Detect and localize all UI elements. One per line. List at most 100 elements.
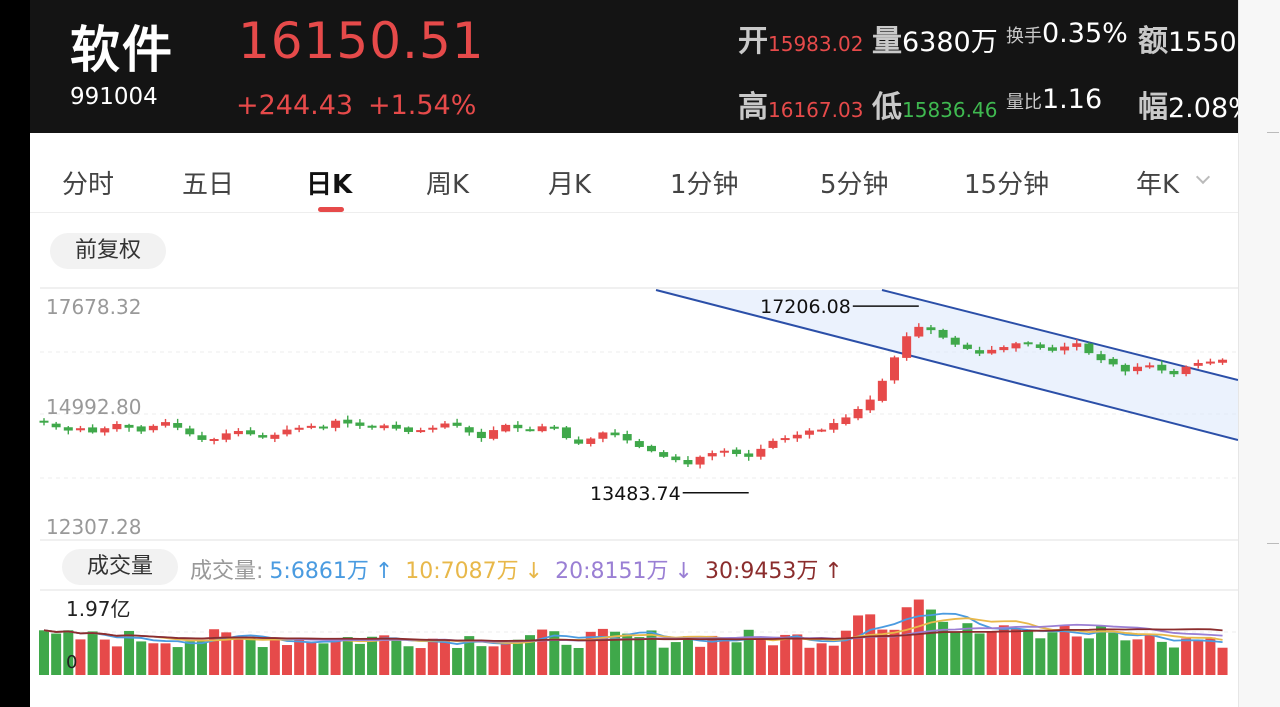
candle bbox=[148, 425, 158, 431]
volume-bar bbox=[1059, 625, 1070, 675]
candle bbox=[355, 422, 365, 426]
candle bbox=[1047, 347, 1057, 351]
candle bbox=[537, 426, 547, 432]
candle bbox=[246, 430, 256, 435]
volume-indicator-toggle[interactable]: 成交量 bbox=[62, 549, 178, 585]
volume-bar bbox=[573, 647, 584, 675]
volume-bar bbox=[549, 631, 560, 675]
tab-weekly-k[interactable]: 周K bbox=[426, 170, 470, 200]
candle bbox=[88, 427, 98, 433]
volume-ma-lines bbox=[43, 612, 1223, 645]
volume-label: 量 bbox=[872, 24, 902, 59]
min-annotation: 13483.74 bbox=[590, 483, 681, 505]
edge-mark bbox=[1267, 132, 1279, 133]
vol-ratio-value: 1.16 bbox=[1042, 84, 1103, 115]
candle bbox=[525, 429, 535, 432]
volume-bar bbox=[282, 645, 292, 675]
candle bbox=[318, 426, 328, 429]
candle bbox=[233, 431, 243, 435]
candle bbox=[63, 427, 73, 431]
candle bbox=[962, 344, 972, 349]
active-tab-indicator bbox=[318, 207, 344, 212]
volume-bar bbox=[755, 636, 766, 675]
candle bbox=[902, 336, 912, 358]
tab-1min[interactable]: 1分钟 bbox=[670, 170, 739, 200]
price-change-pct: +1.54% bbox=[368, 90, 477, 121]
volume-bar bbox=[1181, 638, 1192, 675]
vol-ratio-label: 量比 bbox=[1006, 92, 1042, 113]
high-label: 高 bbox=[738, 90, 768, 125]
volume-bar bbox=[184, 641, 195, 675]
candle bbox=[306, 425, 316, 428]
volume-bar bbox=[719, 640, 730, 675]
volume-bar bbox=[75, 639, 86, 675]
volume-bar bbox=[148, 643, 159, 675]
candle bbox=[416, 430, 426, 433]
last-price: 16150.51 bbox=[238, 12, 485, 70]
candle bbox=[732, 449, 742, 455]
tab-intraday[interactable]: 分时 bbox=[62, 170, 115, 200]
volume-bar bbox=[1083, 638, 1094, 675]
volume-value: 6380万 bbox=[902, 27, 998, 58]
volume-bar bbox=[865, 614, 876, 675]
volume-bar bbox=[99, 639, 110, 675]
stat-low: 低15836.46 bbox=[872, 82, 997, 126]
volume-bar bbox=[1096, 625, 1107, 675]
candle bbox=[707, 453, 717, 457]
low-label: 低 bbox=[872, 90, 902, 125]
volume-bar bbox=[354, 643, 365, 675]
candle bbox=[1035, 344, 1045, 348]
candle bbox=[598, 432, 608, 439]
candle bbox=[853, 408, 863, 419]
volume-bar bbox=[294, 638, 305, 675]
volume-ma-legend: 成交量: 5:6861万 ↑ 10:7087万 ↓ 20:8151万 ↓ 30:9453万 ↑ bbox=[190, 553, 855, 585]
kline-chart[interactable]: 17678.32 14992.80 12307.28 17206.08 1348… bbox=[30, 0, 1238, 707]
candle bbox=[829, 423, 839, 430]
volume-bar bbox=[938, 621, 949, 675]
candle bbox=[926, 327, 936, 331]
volume-bar bbox=[306, 642, 317, 675]
low-value: 15836.46 bbox=[902, 98, 998, 122]
candle bbox=[343, 419, 353, 424]
volume-bar bbox=[597, 628, 608, 675]
volume-bar bbox=[646, 630, 657, 675]
volume-bar bbox=[792, 634, 803, 675]
turnover-value: 0.35% bbox=[1042, 18, 1128, 49]
tab-15min[interactable]: 15分钟 bbox=[964, 170, 1050, 200]
volume-bar bbox=[39, 630, 49, 675]
volume-bar bbox=[136, 641, 147, 675]
trend-line-upper bbox=[881, 289, 1238, 381]
amplitude-value: 2.08% bbox=[1168, 93, 1238, 124]
tab-five-day[interactable]: 五日 bbox=[182, 170, 235, 200]
volume-bar bbox=[731, 642, 742, 675]
tab-yearly-k[interactable]: 年K bbox=[1136, 170, 1180, 200]
tab-daily-k[interactable]: 日K bbox=[306, 170, 353, 200]
stat-turnover: 换手0.35% bbox=[1006, 18, 1128, 49]
volume-bar bbox=[87, 631, 98, 675]
candle bbox=[100, 428, 110, 433]
volume-bar bbox=[913, 599, 924, 675]
price-change: +244.43 bbox=[236, 90, 354, 121]
volume-bar bbox=[682, 636, 693, 675]
volume-bar bbox=[658, 647, 669, 675]
adjust-toggle[interactable]: 前复权 bbox=[50, 233, 166, 269]
chart-grid bbox=[40, 287, 1238, 633]
candle bbox=[476, 431, 486, 439]
candle bbox=[1060, 346, 1070, 351]
amplitude-label: 幅 bbox=[1138, 90, 1168, 125]
candle bbox=[428, 427, 438, 430]
volume-tick-top: 1.97亿 bbox=[66, 597, 131, 621]
candle bbox=[914, 326, 924, 337]
volume-bar bbox=[622, 633, 633, 675]
volume-bar bbox=[1035, 638, 1046, 675]
candle bbox=[161, 422, 170, 426]
volume-bar bbox=[889, 629, 900, 675]
y-tick-top: 17678.32 bbox=[46, 295, 141, 319]
tab-monthly-k[interactable]: 月K bbox=[548, 170, 592, 200]
tab-5min[interactable]: 5分钟 bbox=[820, 170, 889, 200]
candle bbox=[513, 424, 523, 429]
candle bbox=[501, 424, 511, 432]
stat-volume: 量6380万 bbox=[872, 16, 998, 60]
stat-open: 开15983.02 bbox=[738, 16, 863, 60]
window-left-edge bbox=[0, 0, 30, 707]
